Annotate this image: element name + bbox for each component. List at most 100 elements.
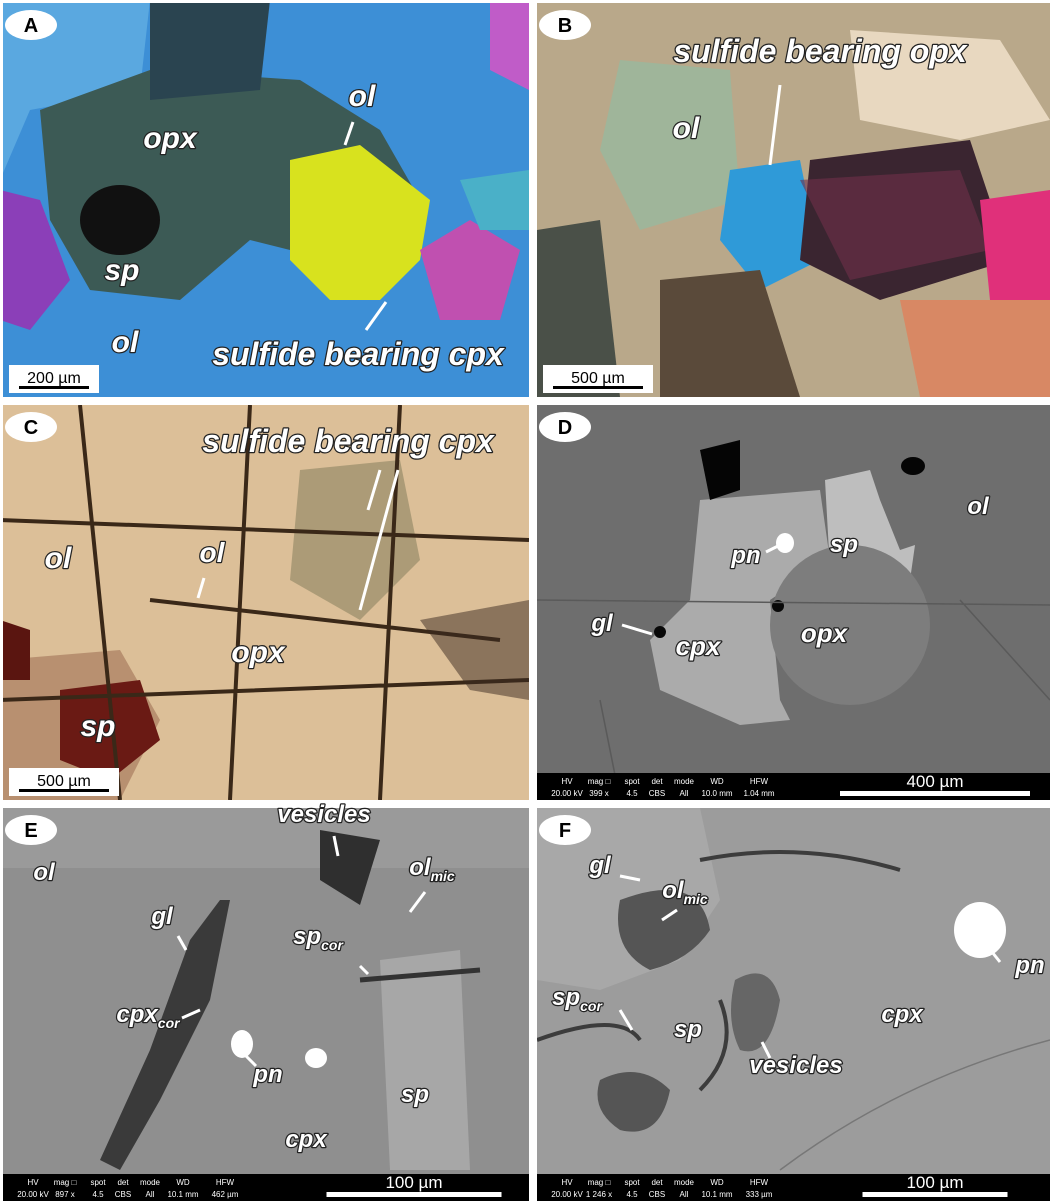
mineral-label: sp [104,254,139,287]
mineral-label: cpx [676,631,722,661]
scale-bar-label: 200 µm [27,370,81,387]
info-value: 4.5 [92,1190,104,1199]
mineral-label: ol [45,542,72,575]
info-value: 10.1 mm [701,1190,732,1199]
scale-bar-label: 500 µm [37,773,91,790]
scale-bar-label: 400 µm [906,772,963,791]
info-value: All [680,1190,689,1199]
info-header: WD [710,1178,724,1187]
info-value: All [680,789,689,798]
info-header: spot [90,1178,106,1187]
panel-letter: F [559,820,571,842]
panel-f-image [537,808,1050,1201]
info-value: 1.04 mm [743,789,774,798]
info-value: 4.5 [626,1190,638,1199]
mineral-label: pn [730,542,760,569]
label-sub: cor [321,937,344,953]
info-value: 4.5 [626,789,638,798]
info-header: spot [624,777,640,786]
info-value: CBS [649,1190,665,1199]
info-value: CBS [115,1190,131,1199]
mineral-label: gl [590,610,614,637]
scale-bar [840,791,1030,796]
info-value: 10.0 mm [701,789,732,798]
mineral-label: sp [674,1016,702,1043]
mineral-label: sp [401,1081,429,1108]
info-header: HFW [216,1178,235,1187]
label-sub: cor [158,1015,181,1031]
label-sub: cor [580,998,603,1014]
info-value: 399 x [589,789,609,798]
panel-c-image [0,405,529,800]
info-header: HFW [750,1178,769,1187]
mineral-label: gl [588,852,612,879]
mineral-label: ol [112,326,139,359]
panel-letter: D [558,417,572,439]
info-header: mode [674,777,695,786]
figure: Aopx ol sp ol sulfide bearing cpx 200 µm Bsulf… [0,0,1050,1201]
info-header: WD [176,1178,190,1187]
scale-bar-label: 500 µm [571,370,625,387]
label-sub: mic [431,868,455,884]
info-header: mag □ [54,1178,77,1187]
info-value: 897 x [55,1190,75,1199]
label-main: sp [552,984,580,1011]
info-header: mag □ [588,777,611,786]
info-header: HV [561,777,573,786]
panel-letter: B [558,15,572,37]
mineral-label: sulfide bearing cpx [202,423,495,459]
mineral-label: cpx [285,1126,328,1153]
mineral-label: opx [231,636,286,669]
scale-bar-label: 100 µm [906,1173,963,1192]
mineral-label: vesicles [749,1052,842,1079]
mineral-label: sulfide bearing cpx [212,336,505,372]
label-main: ol [409,854,432,881]
info-header: mag □ [588,1178,611,1187]
label-sub: mic [684,891,708,907]
panel-letter: A [24,15,38,37]
label-main: sp [293,923,321,950]
info-value: 20.00 kV [17,1190,49,1199]
mineral-label: opx [143,122,198,155]
mineral-label: ol [349,80,376,113]
info-header: det [117,1178,129,1187]
mineral-label: opx [801,618,849,648]
info-value: 462 µm [212,1190,239,1199]
info-header: mode [674,1178,695,1187]
panel-letter: E [24,820,37,842]
info-header: WD [710,777,724,786]
info-value: 20.00 kV [551,1190,583,1199]
mineral-label: gl [150,903,174,930]
scale-bar [19,789,109,792]
info-value: CBS [649,789,665,798]
scale-bar [327,1192,502,1197]
info-header: det [651,777,663,786]
mineral-label: ol [967,493,990,520]
label-main: ol [662,877,685,904]
scale-bar [553,386,643,389]
mineral-label: ol [33,859,56,886]
mineral-label: pn [252,1061,282,1088]
info-header: HV [561,1178,573,1187]
info-header: mode [140,1178,161,1187]
info-value: 333 µm [746,1190,773,1199]
panel-e-image [3,808,529,1201]
mineral-label: ol [673,112,700,145]
mineral-label: sp [80,710,115,743]
panel-d-image [537,405,1050,800]
info-header: HFW [750,777,769,786]
mineral-label: vesicles [277,801,370,828]
scale-bar [863,1192,1008,1197]
info-header: HV [27,1178,39,1187]
mineral-label: ol [200,537,226,568]
panel-letter: C [24,417,38,439]
info-value: 20.00 kV [551,789,583,798]
info-header: spot [624,1178,640,1187]
info-value: All [146,1190,155,1199]
label-main: cpx [116,1001,159,1028]
info-value: 10.1 mm [167,1190,198,1199]
info-header: det [651,1178,663,1187]
scale-bar [19,386,89,389]
info-value: 1 246 x [586,1190,612,1199]
mineral-label: cpx [881,1001,924,1028]
